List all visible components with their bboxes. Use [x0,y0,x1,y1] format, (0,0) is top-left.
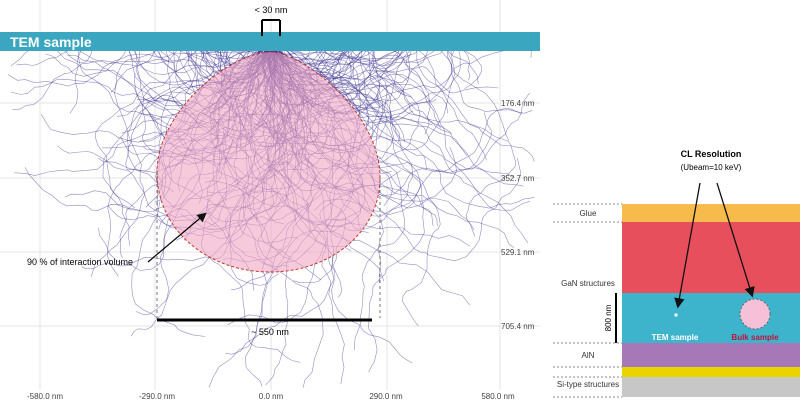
bulk-arrow [716,182,755,298]
tem-arrow [674,182,701,309]
width-measurement [156,172,381,322]
spot-size-label: < 30 nm [255,5,288,15]
simulation-panel: TEM sample < 30 nm 90 % of interaction v… [0,0,540,401]
cl-resolution-subtitle: (Ubeam=10 keV) [681,163,742,172]
interaction-volume [156,51,381,273]
x-tick-label: -580.0 nm [27,392,63,401]
x-tick-label: -290.0 nm [139,392,175,401]
tem-interaction-dot [674,313,678,317]
spot-size-bracket [261,19,281,36]
gan-layer [622,222,800,293]
x-tick-label: 580.0 nm [481,392,515,401]
trajectory-path [110,35,275,93]
interaction-volume-label: 90 % of interaction volume [27,257,133,267]
cl-resolution-title: CL Resolution [681,149,742,159]
width-label: ~ 550 nm [251,327,289,337]
y-tick-label: 529.1 nm [501,248,535,257]
bulk-interaction-circle [739,298,771,330]
layer-label-si: Si-type structures [557,380,619,389]
layer-boundaries [553,203,622,398]
interaction-volume-arrow [147,212,207,263]
trajectory-path [16,35,275,66]
y-tick-label: 176.4 nm [501,99,535,108]
interlayer [622,367,800,377]
y-tick-label: 352.7 nm [501,174,535,183]
aln-layer [622,343,800,367]
tem-sample-label: TEM sample [652,333,699,342]
x-tick-label: 0.0 nm [259,392,284,401]
layer-label-gan: GaN structures [561,279,615,288]
trajectory-path [270,35,531,211]
thickness-label: 800 nm [604,304,613,331]
x-tick-label: 290.0 nm [369,392,403,401]
si-substrate-layer [622,377,800,397]
bulk-sample-label: Bulk sample [731,333,779,342]
layer-stack-panel: CL Resolution (Ubeam=10 keV) Glue GaN st… [553,149,800,398]
y-tick-label: 705.4 nm [501,322,535,331]
tem-sample-banner [0,32,540,51]
tem-sample-banner-label: TEM sample [10,34,92,50]
trajectory-path [270,35,516,231]
layer-label-glue: Glue [580,209,597,218]
glue-layer [622,204,800,222]
cl-region-layer [622,293,800,343]
layer-label-aln: AlN [582,351,595,360]
